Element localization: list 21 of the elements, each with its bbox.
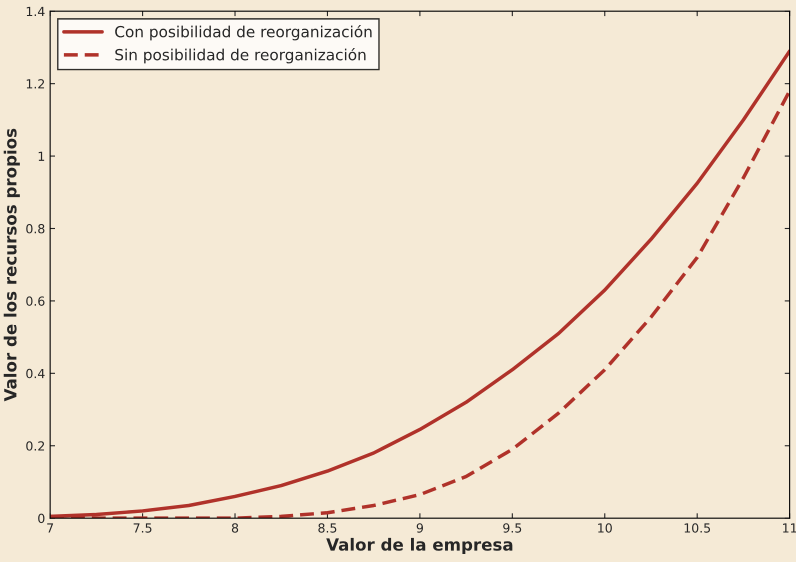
y-axis-title: Valor de los recursos propios <box>4 128 20 402</box>
x-tick-label: 8 <box>232 523 238 533</box>
x-tick-label: 10 <box>598 523 612 533</box>
x-tick-label: 10.5 <box>684 523 710 533</box>
x-tick-label: 7.5 <box>134 523 152 533</box>
x-tick-label: 7 <box>47 523 54 533</box>
y-tick-label: 1 <box>38 152 44 161</box>
y-tick-label: 1.2 <box>26 79 44 88</box>
x-axis-title: Valor de la empresa <box>326 538 512 554</box>
x-tick-label: 11 <box>783 523 796 533</box>
x-tick-label: 9.5 <box>503 523 522 533</box>
legend-label: Sin posibilidad de reorganización <box>115 48 366 64</box>
legend-label: Con posibilidad de reorganización <box>115 24 372 40</box>
y-tick-label: 1.4 <box>26 6 45 16</box>
x-tick-label: 9 <box>416 523 423 533</box>
y-tick-label: 0.4 <box>26 368 45 378</box>
y-tick-label: 0 <box>38 514 44 524</box>
y-tick-label: 0.6 <box>26 296 44 306</box>
y-tick-label: 0.8 <box>26 224 44 234</box>
x-tick-label: 8.5 <box>318 523 336 533</box>
y-tick-label: 0.2 <box>26 441 44 451</box>
